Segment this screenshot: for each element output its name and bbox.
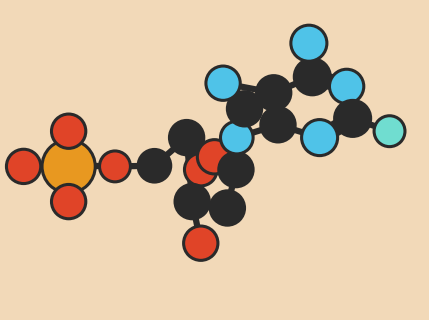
- Circle shape: [210, 191, 245, 225]
- Circle shape: [206, 66, 240, 100]
- Circle shape: [175, 184, 209, 219]
- Circle shape: [227, 92, 262, 126]
- Circle shape: [291, 25, 327, 61]
- Circle shape: [169, 120, 204, 155]
- Circle shape: [100, 151, 130, 182]
- Circle shape: [329, 69, 364, 104]
- Circle shape: [221, 121, 253, 154]
- Circle shape: [302, 120, 338, 156]
- Circle shape: [374, 116, 405, 147]
- Circle shape: [257, 76, 291, 110]
- Circle shape: [261, 108, 295, 142]
- Circle shape: [138, 149, 171, 182]
- Circle shape: [184, 226, 218, 260]
- Circle shape: [51, 184, 86, 219]
- Circle shape: [42, 140, 95, 193]
- Circle shape: [6, 149, 41, 184]
- Circle shape: [294, 59, 330, 95]
- Circle shape: [219, 152, 253, 187]
- Circle shape: [184, 153, 217, 186]
- Circle shape: [335, 100, 371, 136]
- Circle shape: [51, 114, 86, 148]
- Circle shape: [197, 140, 232, 174]
